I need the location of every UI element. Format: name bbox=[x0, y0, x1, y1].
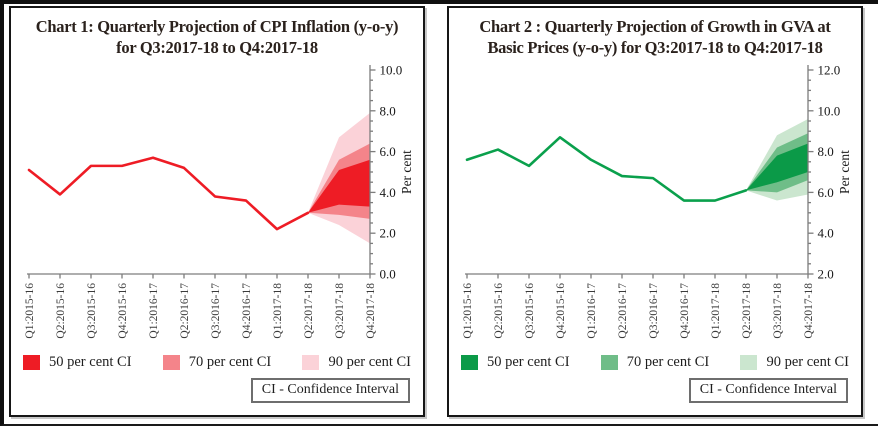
x-tick-label: Q2:2017-18 bbox=[741, 283, 753, 339]
ci-50-label: 50 per cent CI bbox=[487, 354, 570, 370]
ci-90-label: 90 per cent CI bbox=[766, 354, 849, 370]
chart1-title: Chart 1: Quarterly Projection of CPI Inf… bbox=[13, 16, 421, 58]
x-tick-label: Q3:2016-17 bbox=[648, 283, 660, 339]
x-tick-label: Q4:2017-18 bbox=[365, 283, 377, 339]
x-tick-label: Q1:2015-16 bbox=[24, 283, 36, 339]
chart1-ci-note-box: CI - Confidence Interval bbox=[250, 378, 410, 403]
chart2-title-line2: Basic Prices (y-o-y) for Q3:2017-18 to Q… bbox=[487, 38, 823, 57]
x-tick-label: Q4:2017-18 bbox=[803, 283, 815, 339]
x-tick-label: Q3:2015-16 bbox=[524, 283, 536, 339]
history-line bbox=[465, 136, 748, 202]
legend-item-50-ci: 50 per cent CI bbox=[461, 354, 570, 371]
y-tick-label: 10.0 bbox=[380, 63, 403, 78]
fan-band-50-ci bbox=[746, 143, 808, 191]
x-tick-label: Q3:2017-18 bbox=[772, 283, 784, 339]
ci-70-label: 70 per cent CI bbox=[626, 354, 710, 370]
ci-70-label: 70 per cent CI bbox=[188, 354, 272, 370]
chart1-panel: Chart 1: Quarterly Projection of CPI Inf… bbox=[9, 6, 425, 417]
legend-item-90-ci: 90 per cent CI bbox=[740, 354, 849, 371]
y-tick-label: 4.0 bbox=[818, 226, 834, 241]
y-tick-label: 4.0 bbox=[380, 185, 396, 200]
y-axis-title: Per cent bbox=[837, 150, 852, 194]
x-tick-label: Q2:2015-16 bbox=[493, 283, 505, 339]
ci-50-swatch bbox=[23, 355, 40, 370]
ci-90-swatch bbox=[740, 355, 758, 370]
legend-item-70-ci: 70 per cent CI bbox=[600, 354, 710, 371]
axes bbox=[465, 65, 814, 279]
legend-item-50-ci: 50 per cent CI bbox=[23, 354, 132, 371]
chart2-legend: 50 per cent CI 70 per cent CI 90 per cen… bbox=[461, 354, 849, 371]
history-line bbox=[27, 156, 310, 231]
y-tick-label: 2.0 bbox=[380, 226, 396, 241]
x-tick-label: Q4:2016-17 bbox=[241, 283, 253, 339]
ci-70-swatch bbox=[162, 355, 180, 370]
y-tick-label: 2.0 bbox=[818, 267, 834, 282]
y-tick-label: 10.0 bbox=[818, 103, 841, 118]
fan-band-90-ci bbox=[746, 118, 808, 201]
legend-item-70-ci: 70 per cent CI bbox=[162, 354, 272, 371]
x-tick-label: Q4:2016-17 bbox=[679, 283, 691, 339]
y-tick-label: 6.0 bbox=[818, 185, 834, 200]
x-tick-label: Q1:2017-18 bbox=[272, 283, 284, 339]
x-tick-label: Q1:2015-16 bbox=[462, 283, 474, 339]
fan-band-90-ci bbox=[308, 112, 370, 244]
axes bbox=[27, 65, 376, 279]
ci-90-swatch bbox=[302, 355, 320, 370]
fan-band-50-ci bbox=[308, 159, 370, 213]
chart2-ci-note-box: CI - Confidence Interval bbox=[688, 378, 848, 403]
ci-50-swatch bbox=[461, 355, 478, 370]
y-axis-title: Per cent bbox=[399, 150, 414, 194]
x-tick-label: Q3:2016-17 bbox=[210, 283, 222, 339]
fan-band-70-ci bbox=[746, 133, 808, 193]
x-tick-label: Q1:2016-17 bbox=[148, 283, 160, 339]
x-tick-label: Q3:2015-16 bbox=[86, 283, 98, 339]
y-tick-label: 8.0 bbox=[380, 103, 396, 118]
x-tick-label: Q3:2017-18 bbox=[334, 283, 346, 339]
x-tick-label: Q2:2015-16 bbox=[55, 283, 67, 339]
chart1-title-line1: Chart 1: Quarterly Projection of CPI Inf… bbox=[35, 17, 399, 36]
x-tick-label: Q2:2016-17 bbox=[617, 283, 629, 339]
legend-item-90-ci: 90 per cent CI bbox=[302, 354, 411, 371]
ci-90-label: 90 per cent CI bbox=[328, 354, 411, 370]
y-tick-label: 8.0 bbox=[818, 144, 834, 159]
chart2-title-line1: Chart 2 : Quarterly Projection of Growth… bbox=[479, 17, 831, 36]
x-tick-label: Q2:2017-18 bbox=[303, 283, 315, 339]
chart2-panel: Chart 2 : Quarterly Projection of Growth… bbox=[447, 6, 863, 417]
y-tick-label: 12.0 bbox=[818, 63, 841, 78]
chart1-title-line2: for Q3:2017-18 to Q4:2017-18 bbox=[116, 38, 318, 57]
chart1-legend: 50 per cent CI 70 per cent CI 90 per cen… bbox=[23, 354, 411, 371]
y-tick-label: 0.0 bbox=[380, 267, 396, 282]
x-tick-label: Q4:2015-16 bbox=[555, 283, 567, 339]
x-tick-label: Q2:2016-17 bbox=[179, 283, 191, 339]
fan-band-70-ci bbox=[308, 143, 370, 219]
ci-50-label: 50 per cent CI bbox=[49, 354, 132, 370]
x-tick-label: Q1:2017-18 bbox=[710, 283, 722, 339]
x-tick-label: Q4:2015-16 bbox=[117, 283, 129, 339]
x-tick-label: Q1:2016-17 bbox=[586, 283, 598, 339]
chart2-title: Chart 2 : Quarterly Projection of Growth… bbox=[451, 16, 859, 58]
y-tick-label: 6.0 bbox=[380, 144, 396, 159]
ci-70-swatch bbox=[600, 355, 618, 370]
